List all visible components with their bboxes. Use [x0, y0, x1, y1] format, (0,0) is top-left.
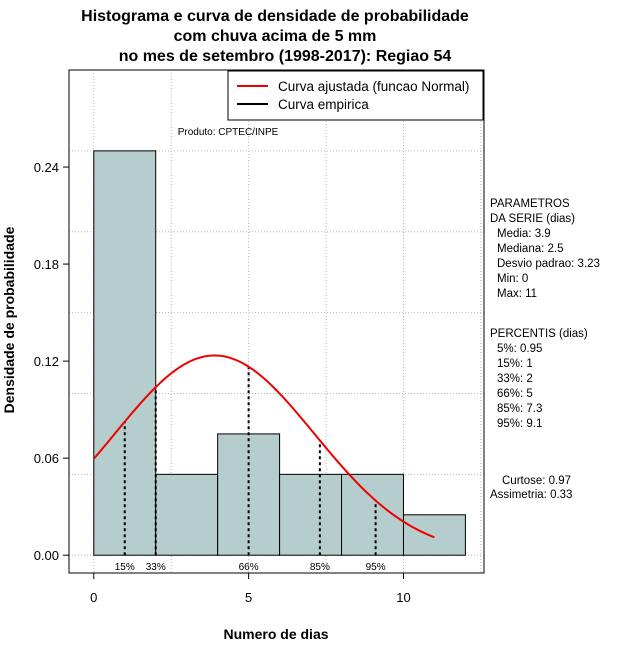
percentile-label-15: 15%: [115, 562, 135, 573]
parameters-line-4: Mediana: 2.5: [497, 243, 564, 255]
legend: Curva ajustada (funcao Normal) Curva emp…: [227, 70, 484, 121]
parameters-line-1: PARAMETROS: [490, 198, 570, 210]
y-tick-label: 0.24: [34, 160, 59, 175]
legend-label-fitted: Curva ajustada (funcao Normal): [278, 79, 469, 94]
percentile-lines: 15% 33% 66% 85% 95%: [115, 366, 386, 573]
percentiles-line-4: 33%: 2: [497, 373, 533, 385]
x-axis-label: Numero de dias: [223, 626, 328, 642]
curtose-text: Curtose: 0.97: [502, 475, 571, 487]
percentiles-line-2: 5%: 0.95: [497, 343, 542, 355]
percentiles-line-7: 95%: 9.1: [497, 418, 542, 430]
y-tick-label: 0.06: [34, 451, 59, 466]
assimetria-text: Assimetria: 0.33: [490, 489, 572, 501]
percentile-label-85: 85%: [310, 562, 330, 573]
histogram-bar-2: [155, 473, 219, 556]
chart-title-line-3: no mes de setembro (1998-2017): Regiao 5…: [119, 48, 452, 65]
chart-title-line-2: com chuva acima de 5 mm: [174, 28, 377, 45]
percentiles-line-5: 66%: 5: [497, 388, 533, 400]
fitted-normal-curve-line: [93, 354, 435, 539]
percentile-label-66: 66%: [239, 562, 259, 573]
x-tick-label: 0: [90, 590, 97, 605]
parameters-line-3: Media: 3.9: [497, 228, 551, 240]
percentile-label-95: 95%: [366, 562, 386, 573]
histogram-bar-4: [279, 473, 343, 556]
series-parameters-panel: PARAMETROS DA SERIE (dias) Media: 3.9 Media…: [490, 198, 600, 300]
percentiles-line-3: 15%: 1: [497, 358, 533, 370]
y-tick-label: 0.12: [34, 354, 59, 369]
parameters-line-7: Max: 11: [497, 288, 537, 300]
y-tick-label: 0.00: [34, 548, 59, 563]
histogram-bars: [93, 150, 466, 556]
histogram-bar-6: [402, 514, 466, 556]
x-tick-label: 10: [396, 590, 410, 605]
x-tick-label: 5: [245, 590, 252, 605]
fitted-curve: [93, 354, 435, 539]
percentiles-line-6: 85%: 7.3: [497, 403, 542, 415]
chart-title-line-1: Histograma e curva de densidade de proba…: [81, 8, 469, 25]
legend-label-empirical: Curva empirica: [278, 97, 369, 112]
axes: 0.00 0.06 0.12 0.18 0.24 0 5 10: [34, 160, 411, 605]
parameters-line-6: Min: 0: [497, 273, 528, 285]
percentiles-panel: PERCENTIS (dias) 5%: 0.95 15%: 1 33%: 2 66%:…: [490, 328, 588, 430]
legend-box: [227, 70, 484, 121]
y-axis-label: Densidade de probabilidade: [1, 226, 17, 413]
parameters-line-5: Desvio padrao: 3.23: [497, 258, 600, 270]
product-annotation: Produto: CPTEC/INPE: [178, 127, 279, 138]
y-tick-label: 0.18: [34, 257, 59, 272]
percentiles-line-1: PERCENTIS (dias): [490, 328, 588, 340]
parameters-line-2: DA SERIE (dias): [490, 213, 575, 225]
percentile-label-33: 33%: [146, 562, 166, 573]
